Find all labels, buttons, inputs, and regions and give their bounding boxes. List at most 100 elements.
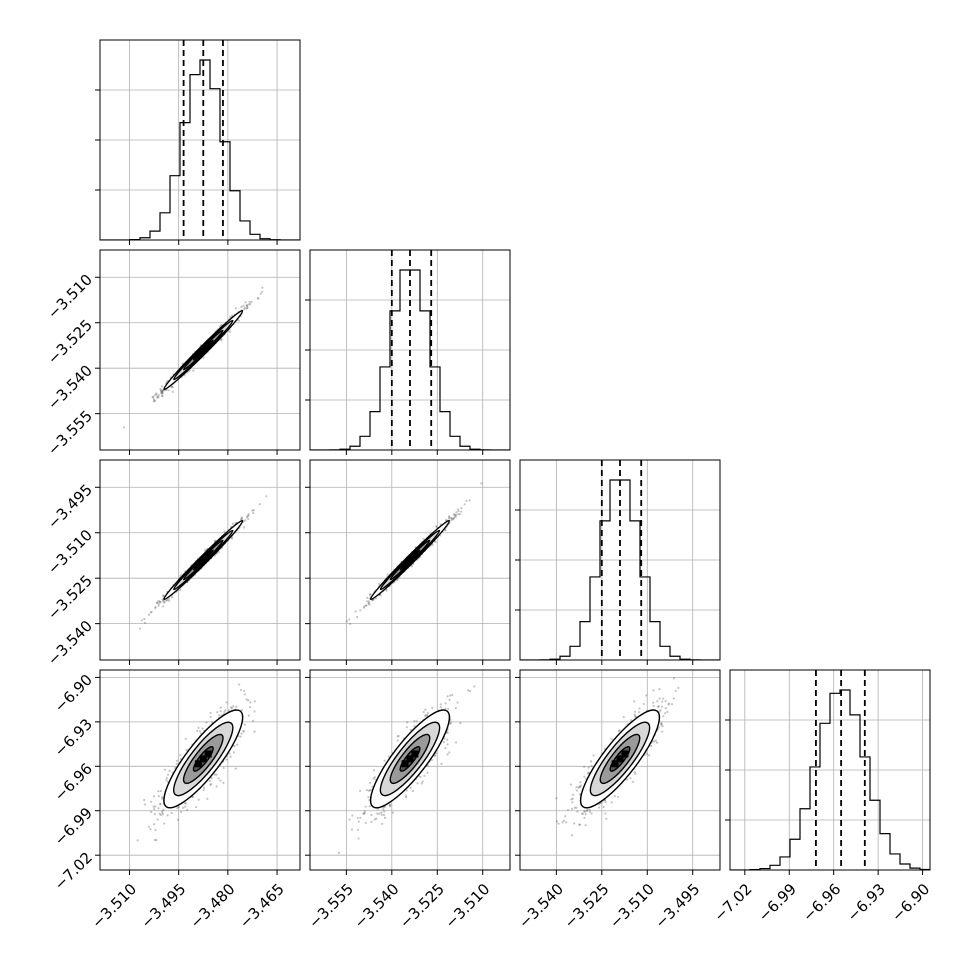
sample-point xyxy=(257,297,260,300)
sample-point xyxy=(426,764,430,767)
sample-point xyxy=(385,589,388,592)
sample-point xyxy=(448,516,451,519)
sample-point xyxy=(667,702,670,705)
sample-point xyxy=(579,785,582,789)
sample-point xyxy=(657,705,660,709)
sample-point xyxy=(203,549,207,552)
panel-0-0 xyxy=(95,39,301,245)
sample-point xyxy=(587,772,590,775)
sample-point xyxy=(202,786,206,789)
sample-point xyxy=(362,812,365,815)
sample-point xyxy=(160,385,164,388)
sample-point xyxy=(416,782,419,785)
sample-point xyxy=(231,522,234,525)
density-peak xyxy=(401,760,409,768)
sample-point xyxy=(661,730,664,733)
sample-point xyxy=(156,396,159,399)
sample-point xyxy=(578,823,582,826)
sample-point xyxy=(363,810,367,813)
sample-point xyxy=(571,797,574,800)
sample-point xyxy=(234,307,237,310)
sample-point xyxy=(381,822,384,825)
sample-point xyxy=(157,394,160,397)
sample-point xyxy=(660,722,663,726)
sample-point xyxy=(176,818,180,821)
sample-point xyxy=(195,805,198,809)
sample-point xyxy=(222,781,225,784)
sample-point xyxy=(658,697,661,700)
sample-point xyxy=(434,754,437,757)
sample-point xyxy=(583,775,586,778)
sample-point xyxy=(379,594,382,597)
sample-point xyxy=(245,305,249,308)
sample-point xyxy=(387,755,390,758)
sample-point xyxy=(250,300,253,303)
sample-point xyxy=(230,537,234,540)
sample-point xyxy=(217,777,220,780)
sample-point xyxy=(245,516,249,519)
sample-point xyxy=(253,700,256,703)
sample-point xyxy=(157,790,160,793)
sample-point xyxy=(155,601,159,604)
panel-plot-area xyxy=(100,40,300,240)
x-tick-label: −6.99 xyxy=(755,880,800,925)
sample-point xyxy=(155,839,158,842)
sample-point xyxy=(372,777,375,780)
sample-point xyxy=(245,307,248,310)
sample-point xyxy=(225,701,228,704)
sample-point xyxy=(196,729,199,732)
sample-point xyxy=(247,514,250,517)
sample-point xyxy=(562,819,566,822)
sample-point xyxy=(658,710,661,713)
sample-point xyxy=(171,385,174,389)
sample-point xyxy=(613,794,616,798)
sample-point xyxy=(253,710,256,713)
sample-point xyxy=(217,550,220,554)
sample-point xyxy=(184,737,187,740)
sample-point xyxy=(161,810,164,813)
sample-point xyxy=(161,813,165,816)
x-tick-label: −3.480 xyxy=(187,880,239,932)
x-tick-label: −3.510 xyxy=(441,880,493,932)
sample-point xyxy=(202,788,205,792)
sample-point xyxy=(220,339,223,342)
sample-point xyxy=(453,514,457,517)
density-peak xyxy=(204,750,212,758)
sample-point xyxy=(656,700,659,703)
sample-point xyxy=(259,292,262,295)
sample-point xyxy=(573,822,576,825)
sample-point xyxy=(261,290,264,294)
sample-point xyxy=(396,735,399,738)
sample-point xyxy=(457,510,460,513)
sample-point xyxy=(368,781,372,785)
sample-point xyxy=(642,702,645,706)
sample-point xyxy=(365,604,368,607)
sample-point xyxy=(153,399,156,402)
sample-point xyxy=(434,524,438,528)
panel-3-0: −3.510−3.495−3.480−3.465−7.02−6.99−6.96−… xyxy=(51,669,301,932)
sample-point xyxy=(634,714,637,718)
sample-point xyxy=(455,514,458,517)
sample-point xyxy=(239,688,243,692)
sample-point xyxy=(424,708,427,711)
sample-point xyxy=(368,602,371,605)
sample-point xyxy=(367,796,370,799)
sample-point xyxy=(610,738,613,741)
sample-point xyxy=(243,723,247,726)
sample-point xyxy=(265,495,268,498)
sample-point xyxy=(632,780,635,783)
sample-point xyxy=(597,806,601,809)
sample-point xyxy=(249,701,252,704)
sample-point xyxy=(633,700,636,703)
sample-point xyxy=(415,720,418,723)
sample-point xyxy=(152,805,155,808)
panel-plot-area xyxy=(310,460,510,660)
sample-point xyxy=(451,693,454,697)
sample-point xyxy=(453,513,456,516)
sample-point xyxy=(157,602,160,606)
sample-point xyxy=(444,707,447,710)
sample-point xyxy=(215,785,218,788)
panel-3-2: −3.540−3.525−3.510−3.495 xyxy=(515,669,721,932)
sample-point xyxy=(426,771,429,774)
sample-point xyxy=(251,509,254,512)
